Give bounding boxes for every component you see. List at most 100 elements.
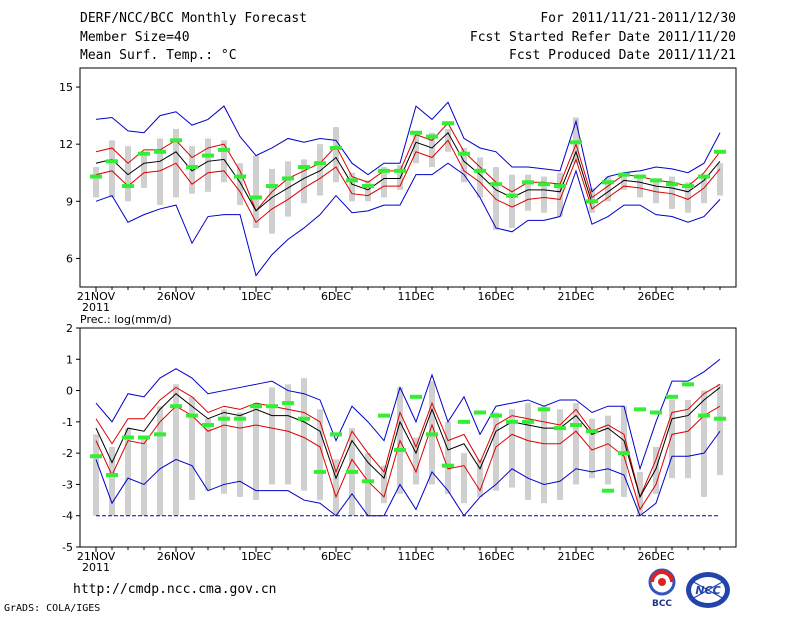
x-tick-label: 21DEC xyxy=(557,290,594,303)
observed-marker xyxy=(714,149,726,154)
spread-box xyxy=(477,157,483,198)
observed-marker xyxy=(506,193,518,198)
spread-box xyxy=(477,459,483,497)
observed-marker xyxy=(554,184,566,189)
spread-box xyxy=(173,384,179,516)
observed-marker xyxy=(234,174,246,179)
x-tick-label: 21NOV xyxy=(77,290,116,303)
observed-marker xyxy=(122,435,134,440)
series-median-line xyxy=(95,387,721,499)
x-tick-year: 2011 xyxy=(82,561,110,574)
observed-marker xyxy=(570,140,582,145)
series-upper_quartile-line xyxy=(95,383,721,499)
spread-box xyxy=(237,163,243,206)
spread-box xyxy=(669,399,675,479)
observed-marker xyxy=(138,435,150,440)
observed-marker xyxy=(570,422,582,427)
spread-box xyxy=(605,176,611,202)
observed-marker xyxy=(650,410,662,415)
spread-box xyxy=(685,182,691,213)
spread-box xyxy=(701,390,707,497)
observed-marker xyxy=(602,488,614,493)
observed-marker xyxy=(218,147,230,152)
spread-box xyxy=(237,412,243,497)
observed-marker xyxy=(698,174,710,179)
observed-marker xyxy=(490,413,502,418)
source-url[interactable]: http://cmdp.ncc.cma.gov.cn xyxy=(73,582,277,597)
spread-box xyxy=(269,387,275,485)
observed-marker xyxy=(602,180,614,185)
observed-marker xyxy=(362,184,374,189)
spread-box xyxy=(333,459,339,516)
svg-text:NCC: NCC xyxy=(695,584,720,597)
spread-box xyxy=(557,409,563,501)
spread-box xyxy=(349,172,355,202)
x-tick-label: 26DEC xyxy=(637,290,674,303)
observed-marker xyxy=(442,463,454,468)
observed-marker xyxy=(618,451,630,456)
y-tick-label: 0 xyxy=(66,385,73,398)
observed-marker xyxy=(170,138,182,143)
spread-box xyxy=(93,434,99,516)
variable-label-prec: Prec.: log(mm/d) xyxy=(80,313,172,326)
observed-marker xyxy=(474,410,486,415)
spread-box xyxy=(557,172,563,217)
observed-marker xyxy=(314,161,326,166)
chart-title: DERF/NCC/BCC Monthly Forecast xyxy=(80,11,307,26)
series-min-line xyxy=(95,430,721,517)
x-tick-label: 11DEC xyxy=(397,550,434,563)
spread-box xyxy=(413,134,419,164)
spread-box xyxy=(381,465,387,504)
series-lower_quartile-line xyxy=(95,405,721,511)
spread-box xyxy=(685,399,691,479)
spread-box xyxy=(205,418,211,491)
spread-box xyxy=(525,403,531,501)
observed-marker xyxy=(666,182,678,187)
spread-box xyxy=(653,178,659,204)
spread-box xyxy=(525,174,531,211)
observed-marker xyxy=(394,448,406,453)
spread-box xyxy=(445,421,451,494)
spread-box xyxy=(653,446,659,494)
ncc-logo-icon: NCC xyxy=(686,572,730,608)
spread-box xyxy=(109,140,115,198)
x-tick-label: 21NOV xyxy=(77,550,116,563)
spread-box xyxy=(157,406,163,516)
spread-box xyxy=(301,159,307,204)
spread-box xyxy=(221,140,227,183)
grads-credit: GrADS: COLA/IGES xyxy=(4,603,101,614)
observed-marker xyxy=(410,394,422,399)
spread-box xyxy=(157,138,163,206)
variable-label-temp: Mean Surf. Temp.: °C xyxy=(80,48,237,63)
spread-box xyxy=(301,378,307,491)
plot-frame xyxy=(79,327,737,548)
observed-marker xyxy=(634,174,646,179)
observed-marker xyxy=(394,168,406,173)
observed-marker xyxy=(346,178,358,183)
spread-box xyxy=(381,167,387,198)
x-tick-label: 16DEC xyxy=(477,290,514,303)
series-min-line xyxy=(95,162,721,277)
observed-marker xyxy=(458,151,470,156)
spread-box xyxy=(189,396,195,501)
observed-marker xyxy=(538,182,550,187)
spread-box xyxy=(365,453,371,516)
observed-marker xyxy=(90,454,102,459)
observed-marker xyxy=(410,130,422,135)
observed-marker xyxy=(378,413,390,418)
observed-marker xyxy=(506,419,518,424)
x-tick-label: 26NOV xyxy=(157,550,196,563)
spread-box xyxy=(541,406,547,504)
x-tick-label: 6DEC xyxy=(321,550,351,563)
spread-box xyxy=(365,180,371,202)
spread-box xyxy=(221,409,227,494)
spread-box xyxy=(621,172,627,190)
x-tick-label: 16DEC xyxy=(477,550,514,563)
observed-marker xyxy=(378,168,390,173)
spread-box xyxy=(461,147,467,183)
spread-box xyxy=(717,163,723,196)
x-tick-label: 21DEC xyxy=(557,550,594,563)
y-tick-label: 9 xyxy=(66,195,73,208)
spread-box xyxy=(509,174,515,228)
